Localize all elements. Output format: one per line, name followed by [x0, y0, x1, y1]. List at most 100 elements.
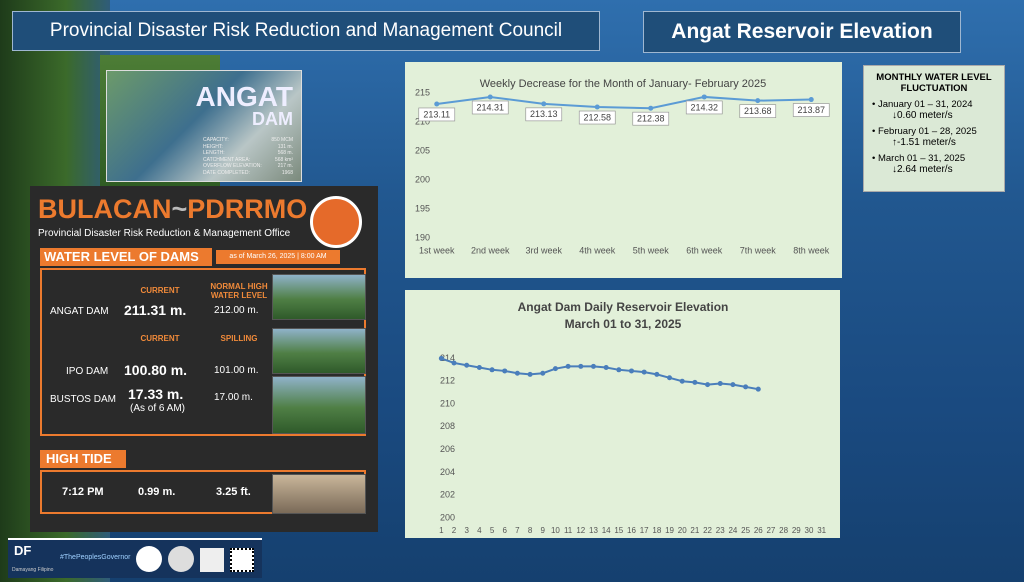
x-tick-label: 21 [690, 526, 699, 535]
dam-photo [272, 274, 366, 320]
brand: BULACAN~PDRRMO [38, 194, 308, 224]
data-point [434, 101, 440, 107]
dam-name: IPO DAM [66, 366, 109, 377]
poster-subtitle: DAM [252, 109, 293, 129]
dam-photo [272, 376, 366, 434]
data-point [476, 365, 482, 371]
spec-label: LENGTH: [203, 150, 225, 156]
chart-subtitle: March 01 to 31, 2025 [565, 317, 682, 331]
data-label: 213.13 [530, 109, 558, 119]
data-point [438, 355, 444, 361]
y-tick-label: 214 [440, 353, 455, 363]
x-tick-label: 5 [490, 526, 495, 535]
data-point [808, 97, 814, 103]
fluctuation-title: MONTHLY WATER LEVEL FLUCTUATION [876, 72, 992, 94]
brand-right: PDRRMO [187, 194, 308, 224]
x-tick-label: 7 [515, 526, 520, 535]
data-point [743, 384, 749, 390]
pdrrmo-logo [310, 196, 362, 248]
x-tick-label: 28 [779, 526, 788, 535]
x-tick-label: 26 [754, 526, 763, 535]
tide-photo [272, 474, 366, 514]
data-point [527, 371, 533, 377]
x-tick-label: 15 [614, 526, 623, 535]
data-point [755, 98, 761, 104]
label-box [525, 107, 563, 122]
dam-current: 100.80 m. [124, 362, 188, 378]
data-point [705, 382, 711, 388]
dam-limit: 17.00 m. [214, 392, 253, 403]
column-header: CURRENT [140, 286, 180, 295]
x-tick-label: 12 [576, 526, 585, 535]
data-point [641, 369, 647, 375]
dam-name: ANGAT DAM [50, 306, 109, 317]
fluctuation-period: • February 01 – 28, 2025 [872, 126, 977, 137]
y-tick-label: 202 [440, 490, 455, 500]
spec-label: HEIGHT: [203, 143, 223, 150]
spec-row: CAPACITY: 850 MCM [203, 137, 293, 144]
data-point [489, 367, 495, 373]
poster-specs: CAPACITY: 850 MCM HEIGHT: 131 m. LENGTH: 568 … [203, 137, 293, 176]
y-tick-label: 215 [415, 87, 430, 97]
label-box [685, 100, 723, 115]
data-point [565, 363, 571, 369]
x-tick-label: 27 [766, 526, 775, 535]
x-tick-label: 14 [602, 526, 611, 535]
data-point [514, 370, 520, 376]
council-title: Provincial Disaster Risk Reduction and M… [49, 20, 563, 41]
x-tick-label: 13 [589, 526, 598, 535]
y-tick-label: 210 [415, 116, 430, 126]
dam-note: (As of 6 AM) [130, 403, 186, 414]
column-header: SPILLING [220, 334, 258, 343]
tide-meters: 0.99 m. [138, 486, 176, 498]
x-tick-label: 9 [541, 526, 546, 535]
series-line [436, 95, 812, 110]
y-tick-label: 204 [440, 467, 455, 477]
x-tick-label: 1st week [419, 245, 455, 255]
council-header: Provincial Disaster Risk Reduction and M… [12, 11, 600, 51]
data-label: 214.31 [476, 102, 504, 112]
data-point [451, 360, 457, 366]
series-line [441, 357, 759, 391]
x-tick-label: 20 [678, 526, 687, 535]
dam-current: 17.33 m. [128, 386, 184, 402]
footer-slogan: #ThePeoplesGovernor [60, 554, 131, 561]
y-tick-label: 200 [415, 174, 430, 184]
x-tick-label: 10 [551, 526, 560, 535]
x-tick-label: 3 [464, 526, 469, 535]
fluctuation-list: • January 01 – 31, 2024 ↓0.60 meter/s • Fe… [868, 99, 1000, 175]
x-tick-label: 18 [652, 526, 661, 535]
data-label: 213.68 [744, 106, 772, 116]
footer-logo: DF [14, 543, 32, 558]
x-tick-label: 3rd week [525, 245, 562, 255]
spec-value: 850 MCM [271, 137, 293, 143]
data-point [717, 380, 723, 386]
y-tick-label: 212 [440, 376, 455, 386]
y-tick-label: 190 [415, 232, 430, 242]
y-tick-label: 206 [440, 444, 455, 454]
column-header: NORMAL HIGH WATER LEVEL [210, 282, 268, 300]
chart-title: Weekly Decrease for the Month of January… [480, 78, 767, 90]
x-tick-label: 31 [817, 526, 826, 535]
x-tick-label: 24 [728, 526, 737, 535]
spec-label: CAPACITY: [203, 137, 229, 143]
data-label: 212.58 [583, 112, 611, 122]
dam-name: BUSTOS DAM [50, 394, 116, 405]
x-tick-label: 17 [640, 526, 649, 535]
fluctuation-period: • January 01 – 31, 2024 [872, 99, 973, 110]
x-tick-label: 6 [502, 526, 507, 535]
fluctuation-change: ↑-1.51 meter/s [892, 137, 956, 148]
data-point [590, 363, 596, 369]
fluctuation-period: • March 01 – 31, 2025 [872, 153, 966, 164]
label-box [418, 107, 456, 122]
data-point [755, 386, 761, 392]
label-box [632, 111, 670, 126]
x-tick-label: 19 [665, 526, 674, 535]
tide-title: HIGH TIDE [40, 450, 126, 468]
x-tick-label: 2 [452, 526, 457, 535]
x-tick-label: 22 [703, 526, 712, 535]
spec-row: OVERFLOW ELEVATION: 217 m. [203, 163, 293, 170]
data-point [654, 371, 660, 377]
x-tick-label: 11 [564, 526, 573, 535]
